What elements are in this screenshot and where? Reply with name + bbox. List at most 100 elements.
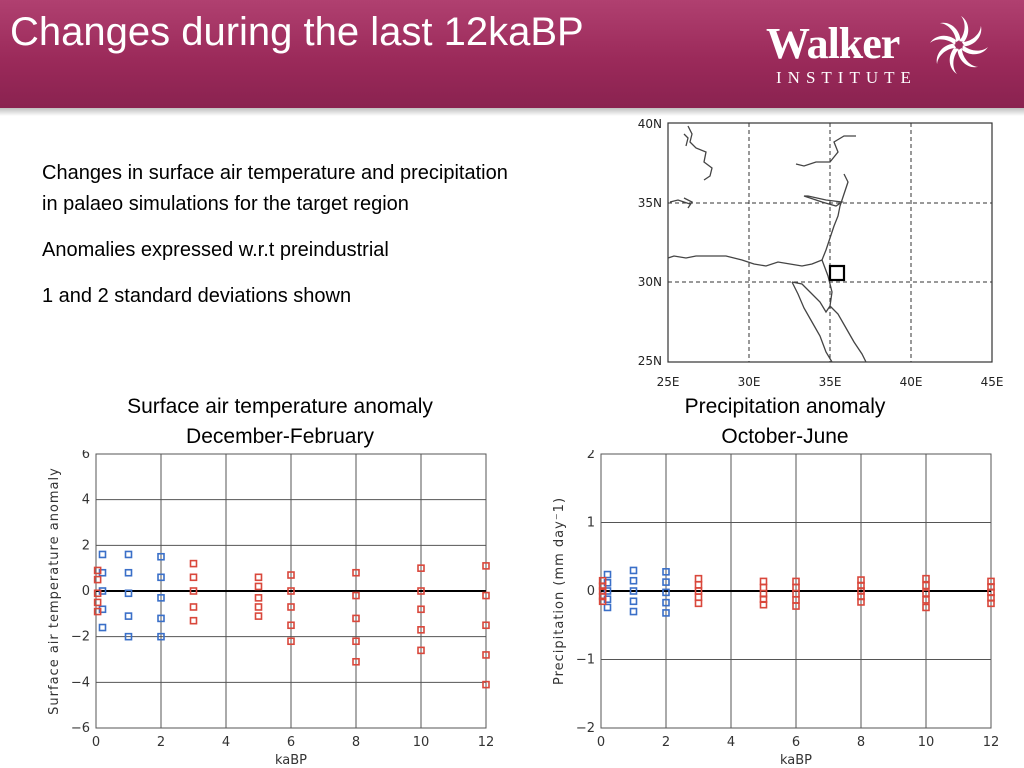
data-point-blue <box>124 550 133 559</box>
y-axis-label: Precipitation (mm day⁻1) <box>552 497 567 685</box>
x-tick-label: 8 <box>352 735 360 750</box>
data-point-red <box>922 603 930 612</box>
x-tick-label: 4 <box>727 735 735 750</box>
data-point-red <box>287 587 295 595</box>
data-point-red <box>857 598 865 606</box>
coastline-cyprus <box>803 195 844 207</box>
data-point-red <box>694 581 703 589</box>
y-tick-label: −1 <box>576 653 595 668</box>
x-tick-label: 6 <box>792 735 800 750</box>
data-point-blue <box>124 568 133 577</box>
data-point-blue <box>157 614 165 623</box>
data-point-red <box>759 600 768 609</box>
coastline-crete <box>683 197 693 209</box>
data-point-blue <box>98 623 107 632</box>
data-point-blue <box>662 588 670 597</box>
chart-title-line: Surface air temperature anomaly <box>127 395 433 418</box>
region-map: 40N 35N 30N 25N 25E 30E 35E 40E 45E <box>638 117 1004 389</box>
coastline-sinai <box>791 259 833 314</box>
logo-subtitle: INSTITUTE <box>776 68 917 87</box>
coastline-turkey <box>795 135 856 167</box>
bullet-item: Anomalies expressed w.r.t preindustrial <box>42 239 389 261</box>
chart-title-temperature: Surface air temperature anomaly December… <box>60 392 500 452</box>
data-point-blue <box>629 576 638 585</box>
data-point-red <box>254 573 263 582</box>
data-point-red <box>694 574 703 583</box>
bullet-item: 1 and 2 standard deviations shown <box>42 285 352 307</box>
data-point-red <box>482 591 490 600</box>
data-point-blue <box>603 603 612 612</box>
data-point-blue <box>629 587 638 595</box>
map-lon-label: 35E <box>819 375 842 389</box>
coastline-islands <box>683 133 689 147</box>
data-point-blue <box>662 568 670 576</box>
data-point-red <box>417 587 425 595</box>
data-point-blue <box>124 589 133 598</box>
data-point-red <box>93 598 102 607</box>
data-point-blue <box>124 632 133 641</box>
data-point-red <box>482 562 490 570</box>
y-tick-label: 6 <box>82 450 90 462</box>
data-point-red <box>352 637 360 646</box>
y-tick-label: −2 <box>71 630 90 645</box>
data-point-red <box>482 651 490 659</box>
y-tick-label: −4 <box>71 675 90 690</box>
data-point-blue <box>629 607 638 616</box>
logo-wordmark: Walker <box>766 19 900 68</box>
y-tick-label: −2 <box>576 721 595 736</box>
data-point-blue <box>157 632 165 641</box>
chart-title-line: Precipitation anomaly <box>684 395 886 418</box>
x-tick-label: 10 <box>918 735 935 750</box>
coastline-greece <box>687 125 713 181</box>
map-lon-label: 45E <box>981 375 1004 389</box>
data-point-red <box>189 587 198 595</box>
data-point-red <box>759 583 768 592</box>
data-point-red <box>694 599 703 608</box>
data-point-red <box>598 597 607 606</box>
data-point-red <box>417 626 425 634</box>
x-tick-label: 12 <box>478 735 495 750</box>
data-point-red <box>287 571 295 579</box>
slide-title: Changes during the last 12kaBP <box>10 10 584 54</box>
map-lat-label: 35N <box>638 196 662 210</box>
x-tick-label: 6 <box>287 735 295 750</box>
data-point-red <box>792 602 800 610</box>
data-point-red <box>922 589 930 597</box>
data-point-red <box>482 621 490 630</box>
data-point-blue <box>662 598 670 607</box>
coastline-red-sea-east <box>829 305 867 363</box>
data-point-red <box>759 577 768 586</box>
x-axis-label: kaBP <box>275 753 307 768</box>
data-point-red <box>417 646 425 655</box>
data-point-red <box>254 612 263 620</box>
data-point-red <box>922 581 930 590</box>
data-point-blue <box>124 612 133 620</box>
data-point-red <box>287 637 295 646</box>
x-tick-label: 2 <box>662 735 670 750</box>
data-point-red <box>417 564 425 572</box>
data-point-red <box>93 589 102 598</box>
data-point-blue <box>157 573 165 582</box>
data-point-red <box>598 582 607 591</box>
data-point-red <box>598 592 607 601</box>
coastline-levant-egypt <box>667 173 849 267</box>
x-tick-label: 0 <box>92 735 100 750</box>
data-point-red <box>417 605 425 614</box>
data-point-blue <box>603 570 612 579</box>
map-lon-label: 30E <box>738 375 761 389</box>
data-point-red <box>482 680 490 689</box>
data-point-red <box>287 603 295 611</box>
x-tick-label: 0 <box>597 735 605 750</box>
data-point-red <box>189 616 198 625</box>
x-tick-label: 2 <box>157 735 165 750</box>
x-tick-label: 10 <box>413 735 430 750</box>
data-point-red <box>922 574 930 583</box>
data-point-red <box>922 596 930 604</box>
x-axis-label: kaBP <box>780 753 812 768</box>
bullet-item: Changes in surface air temperature and p… <box>42 162 508 215</box>
y-axis-label: Surface air temperature anomaly <box>47 467 62 715</box>
data-point-red <box>189 603 198 611</box>
data-point-red <box>93 607 102 616</box>
data-point-red <box>694 593 703 601</box>
